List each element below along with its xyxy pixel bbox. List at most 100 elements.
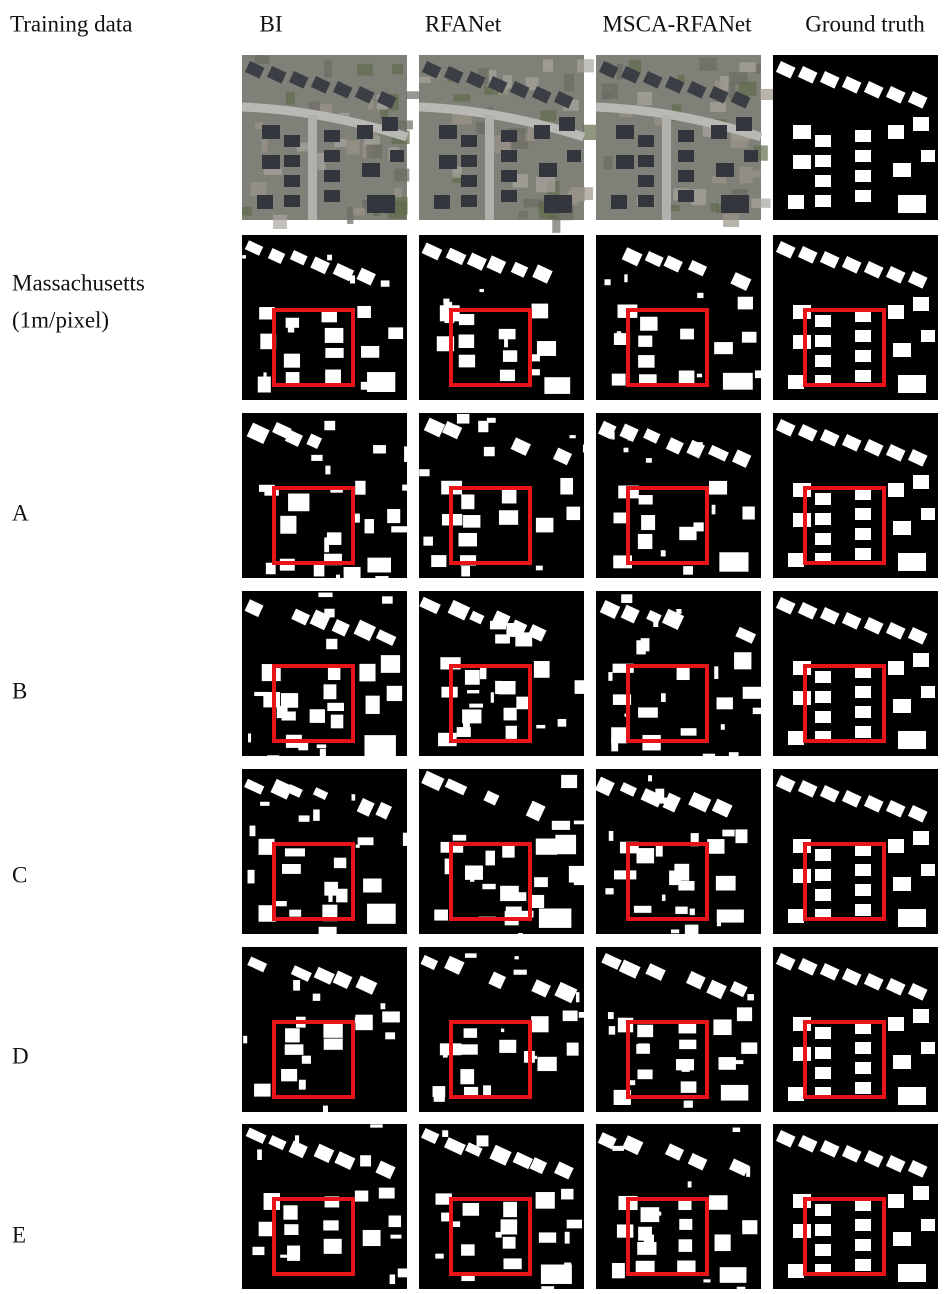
roof (439, 155, 457, 169)
column-header: Ground truth (805, 11, 925, 36)
roof (461, 155, 477, 167)
noise-blob (693, 522, 703, 531)
roof (257, 195, 273, 209)
noise-blob (604, 279, 610, 285)
building (389, 1216, 401, 1228)
noise-blob (729, 752, 739, 758)
noise-blob (434, 1091, 445, 1101)
noise-blob (688, 1181, 692, 1187)
building (921, 1042, 935, 1054)
noise-blob (280, 1255, 292, 1258)
building (713, 1019, 731, 1035)
image-tile (419, 591, 591, 756)
building (793, 335, 811, 349)
mask-background (419, 413, 584, 578)
noise-blob (350, 275, 355, 283)
building (855, 330, 871, 342)
noise-blob (444, 302, 453, 309)
noise-blob (515, 632, 532, 646)
noise-blob (331, 715, 344, 729)
noise-blob (574, 873, 592, 885)
noise-blob (461, 566, 470, 576)
building (364, 735, 395, 756)
building (323, 1023, 342, 1038)
roof (544, 195, 572, 213)
roof (567, 150, 581, 162)
image-tile (773, 947, 938, 1112)
image-tile (242, 413, 412, 590)
building (537, 1057, 556, 1071)
noise-blob (313, 809, 320, 820)
row-label: A (12, 500, 29, 525)
noise-blob (755, 370, 764, 378)
building (563, 1011, 578, 1022)
building (502, 489, 517, 504)
noise-blob (441, 1213, 450, 1222)
building (855, 1259, 871, 1271)
noise-blob (267, 1194, 271, 1198)
noise-blob (403, 833, 414, 846)
building (355, 481, 365, 495)
noise-blob (703, 754, 715, 764)
building (721, 1085, 748, 1101)
aerial-texture (637, 92, 652, 106)
building (388, 327, 403, 339)
building (324, 684, 337, 699)
aerial-texture (347, 140, 360, 154)
roof (501, 190, 517, 202)
image-tile (596, 591, 769, 764)
noise-blob (624, 274, 627, 282)
column-header: Training data (10, 11, 132, 36)
noise-blob (628, 432, 632, 441)
building (463, 515, 480, 528)
building (855, 686, 871, 698)
noise-blob (470, 873, 474, 882)
building (367, 372, 395, 392)
aerial-texture (751, 199, 770, 208)
building (460, 1069, 474, 1084)
building (815, 889, 831, 901)
image-tile (596, 413, 761, 578)
building (381, 655, 400, 673)
building (815, 849, 831, 861)
noise-blob (703, 1279, 710, 1282)
image-tile (773, 1124, 938, 1289)
roof (736, 117, 752, 131)
noise-blob (326, 639, 337, 649)
building (788, 909, 804, 923)
building (679, 1239, 693, 1252)
building (323, 1220, 338, 1230)
noise-blob (735, 1060, 744, 1064)
noise-blob (323, 1106, 328, 1114)
building (500, 370, 515, 381)
noise-blob (336, 575, 340, 590)
building (363, 878, 382, 892)
noise-blob (302, 1056, 311, 1064)
noise-blob (370, 1124, 382, 1127)
noise-blob (682, 1065, 690, 1072)
building (855, 170, 871, 182)
building (459, 334, 475, 348)
building (855, 528, 871, 540)
building (815, 869, 831, 881)
building (367, 904, 396, 924)
noise-blob (684, 1101, 693, 1108)
roof (744, 150, 758, 162)
building (893, 699, 911, 713)
roof (284, 195, 300, 207)
noise-blob (382, 596, 393, 603)
building (855, 706, 871, 718)
noise-blob (483, 1085, 491, 1095)
noise-blob (495, 681, 502, 694)
noise-blob (242, 255, 246, 258)
building (503, 1202, 517, 1217)
noise-blob (491, 692, 494, 702)
aerial-texture (603, 93, 612, 99)
noise-blob (351, 794, 355, 800)
building (566, 507, 580, 520)
building (534, 661, 550, 678)
building (681, 1081, 697, 1092)
building (788, 195, 804, 209)
row-label: E (12, 1222, 26, 1247)
building (913, 1186, 929, 1200)
